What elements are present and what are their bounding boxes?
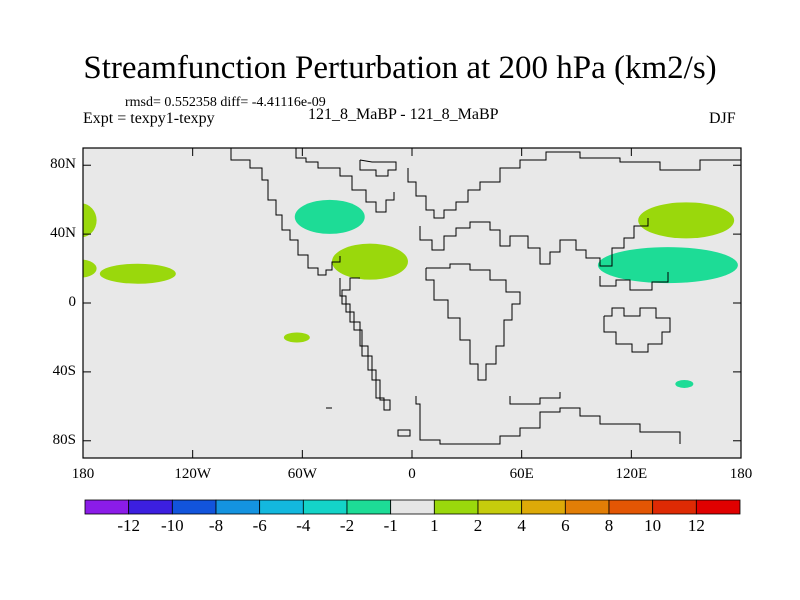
plot-background [83, 148, 741, 458]
plot-frame [82, 147, 742, 459]
coastline-10 [326, 407, 411, 437]
x-tick-label: 180 [71, 466, 95, 482]
colorbar-label: 6 [561, 516, 570, 535]
colorbar-box [390, 499, 435, 515]
chart-title: Streamfunction Perturbation at 200 hPa (… [83, 50, 717, 86]
coastline-1 [295, 148, 395, 213]
x-tick-label: 0 [408, 466, 416, 482]
coastline-7 [339, 277, 391, 411]
colorbar-label: -2 [339, 516, 355, 535]
coastline-layer [230, 148, 741, 445]
coastline-4 [419, 221, 520, 251]
x-tick-label: 60E [509, 466, 534, 482]
run-label: 121_8_MaBP - 121_8_MaBP [308, 106, 499, 123]
colorbar-label: -4 [296, 516, 311, 535]
colorbar-label: 4 [517, 516, 526, 535]
coastline-9 [603, 307, 671, 353]
anomaly-positive [99, 263, 176, 284]
anomaly-positive [283, 332, 310, 343]
coastline-3 [407, 151, 741, 219]
colorbar-box [477, 499, 523, 515]
colorbar-label: -8 [208, 516, 224, 535]
season-label: DJF [709, 110, 736, 127]
x-tick-label: 180 [729, 466, 753, 482]
colorbar-box [695, 499, 741, 515]
anomaly-negative [294, 199, 365, 234]
y-tick-label: 40S [52, 362, 76, 379]
colorbar-box [171, 499, 217, 515]
colorbar [84, 499, 741, 515]
coastline-0 [230, 148, 341, 276]
stats-label: rmsd= 0.552358 diff= -4.41116e-09 [125, 95, 326, 110]
y-tick-label: 0 [68, 294, 77, 310]
x-tick-label: 60W [287, 466, 317, 482]
colorbar-box [346, 499, 392, 515]
colorbar-label: 12 [687, 516, 705, 535]
coastline-2 [359, 159, 397, 177]
y-tick-label: 40N [50, 225, 76, 242]
x-tick-label: 120W [174, 466, 211, 482]
coastline-12 [509, 392, 561, 405]
colorbar-box [128, 499, 173, 515]
colorbar-box [215, 499, 261, 515]
colorbar-label: -10 [160, 516, 184, 535]
anomaly-negative [597, 247, 738, 284]
colorbar-box [608, 499, 654, 515]
colorbar-box [652, 499, 697, 515]
colorbar-label: -6 [252, 516, 267, 535]
colorbar-box [259, 499, 304, 515]
anomaly-positive [331, 243, 408, 280]
y-tick-label: 80S [52, 431, 76, 448]
anomaly-negative [675, 379, 694, 388]
colorbar-box [84, 499, 130, 515]
coastline-5 [520, 218, 649, 267]
colorbar-label: -12 [117, 516, 140, 535]
colorbar-label: 8 [604, 516, 614, 535]
coastline-6 [599, 272, 669, 291]
colorbar-label: 2 [473, 516, 483, 535]
coastline-11 [415, 396, 681, 445]
anomaly-positive [83, 259, 97, 278]
anomaly-positive [83, 203, 97, 238]
anomaly-positive [638, 202, 735, 239]
coastline-8 [425, 263, 521, 381]
colorbar-box [521, 499, 566, 515]
colorbar-label: -1 [383, 516, 398, 535]
colorbar-label: 1 [430, 516, 439, 535]
colorbar-box [433, 499, 479, 515]
colorbar-label: 10 [644, 516, 662, 535]
colorbar-box [302, 499, 348, 515]
y-tick-label: 80N [50, 156, 76, 173]
colorbar-box [564, 499, 610, 515]
experiment-label: Expt = texpy1-texpy [83, 110, 215, 127]
anomaly-layer [83, 199, 738, 388]
x-tick-label: 120E [615, 466, 648, 482]
